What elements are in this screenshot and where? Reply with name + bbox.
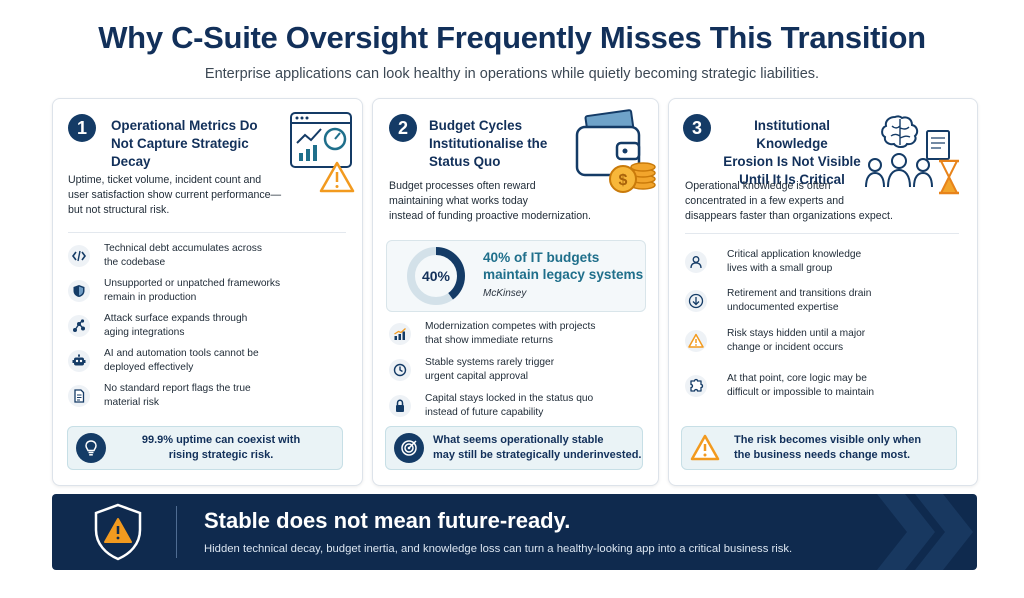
- donut-progress-icon: 40%: [407, 247, 465, 305]
- warning-icon: [685, 330, 707, 352]
- list-item: AI and automation tools cannot be deploye…: [68, 344, 259, 378]
- list-item: Capital stays locked in the status quo in…: [389, 389, 593, 423]
- card-number-badge: 1: [68, 114, 96, 142]
- list-item: Unsupported or unpatched frameworks remai…: [68, 274, 280, 308]
- card-title: Institutional Knowledge Erosion Is Not Vi…: [723, 118, 861, 187]
- list-item: No standard report flags the true materia…: [68, 379, 251, 413]
- dashboard-illustration-icon: [289, 111, 357, 198]
- shield-icon: [68, 280, 90, 302]
- chevron-decoration-icon: [877, 494, 973, 570]
- list-item: Stable systems rarely trigger urgent capi…: [389, 353, 554, 387]
- growth-chart-icon: [389, 323, 411, 345]
- page-subtitle: Enterprise applications can look healthy…: [204, 66, 820, 82]
- card-operational-metrics: 1 Operational Metrics Do Not Capture Stra…: [52, 98, 363, 486]
- card-description: Budget processes often reward maintaining…: [389, 180, 591, 222]
- robot-icon: [68, 350, 90, 372]
- wallet-coins-illustration-icon: $: [573, 109, 657, 200]
- card-description: Operational knowledge is often concentrat…: [685, 180, 893, 222]
- network-icon: [68, 315, 90, 337]
- list-item: Modernization competes with projects that…: [389, 317, 595, 351]
- page-title: Why C-Suite Oversight Frequently Misses …: [98, 20, 926, 55]
- svg-text:$: $: [619, 172, 628, 189]
- callout-box: The risk becomes visible only when the bu…: [681, 426, 957, 470]
- banner-title: Stable does not mean future-ready.: [204, 508, 571, 533]
- banner-subtitle: Hidden technical decay, budget inertia, …: [204, 543, 793, 555]
- lock-icon: [389, 395, 411, 417]
- card-budget-cycles: 2 Budget Cycles Institutionalise the Statu…: [372, 98, 659, 486]
- divider: [68, 232, 346, 233]
- code-icon: [68, 245, 90, 267]
- people-brain-illustration-icon: [865, 111, 965, 202]
- puzzle-icon: [685, 375, 707, 397]
- banner-divider: [176, 506, 177, 558]
- stat-source: McKinsey: [483, 288, 527, 299]
- target-icon: [394, 433, 424, 463]
- list-item: Technical debt accumulates across the cod…: [68, 239, 262, 273]
- warning-icon: [690, 433, 720, 463]
- callout-box: What seems operationally stable may still…: [385, 426, 643, 470]
- shield-warning-icon: [94, 503, 142, 561]
- lightbulb-icon: [76, 433, 106, 463]
- card-number-badge: 2: [389, 114, 417, 142]
- card-institutional-knowledge: 3 Institutional Knowledge Erosion Is Not …: [668, 98, 978, 486]
- document-icon: [68, 385, 90, 407]
- list-item: Critical application knowledge lives with…: [685, 245, 861, 279]
- arrow-down-icon: [685, 290, 707, 312]
- card-title: Budget Cycles Institutionalise the Status …: [429, 118, 548, 169]
- divider: [685, 233, 959, 234]
- bottom-banner: Stable does not mean future-ready. Hidde…: [52, 494, 977, 570]
- card-title: Operational Metrics Do Not Capture Strate…: [111, 118, 258, 169]
- donut-value: 40%: [422, 268, 451, 284]
- card-number-badge: 3: [683, 114, 711, 142]
- stat-text: 40% of IT budgets maintain legacy systems: [483, 250, 644, 282]
- list-item: Risk stays hidden until a major change or…: [685, 324, 865, 358]
- person-icon: [685, 251, 707, 273]
- list-item: Retirement and transitions drain undocume…: [685, 284, 871, 318]
- list-item: At that point, core logic may be difficul…: [685, 369, 874, 403]
- clock-icon: [389, 359, 411, 381]
- list-item: Attack surface expands through aging inte…: [68, 309, 247, 343]
- callout-box: 99.9% uptime can coexist with rising stra…: [67, 426, 343, 470]
- stat-callout: 40% 40% of IT budgets maintain legacy sys…: [386, 240, 646, 312]
- card-description: Uptime, ticket volume, incident count an…: [68, 174, 282, 216]
